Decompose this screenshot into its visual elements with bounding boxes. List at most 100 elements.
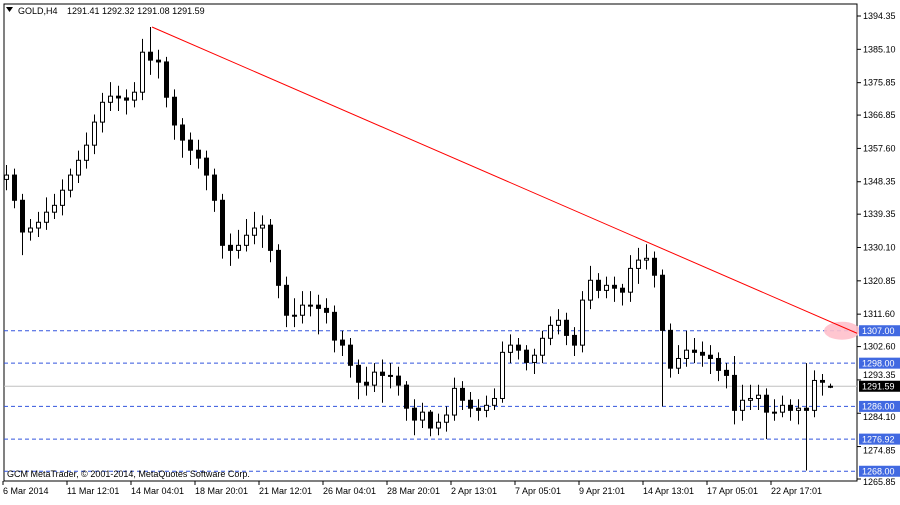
price-tick-label: 1357.60 [863, 143, 896, 153]
candle [52, 193, 57, 220]
candle [812, 370, 817, 418]
candle-body-bear [660, 274, 665, 331]
candle-body-bull [420, 411, 425, 421]
candle [828, 383, 833, 389]
candle-body-bear [820, 379, 825, 383]
candle-body-bear [476, 407, 481, 411]
candle-body-bull [644, 257, 649, 261]
candle-body-bear [276, 249, 281, 286]
price-tick-label: 1394.35 [863, 11, 896, 21]
candle-body-bull [444, 414, 449, 423]
candle [28, 219, 33, 241]
candle [628, 255, 633, 302]
level-label-bg [859, 325, 900, 337]
candle-body-bear [148, 51, 153, 61]
candle [252, 211, 257, 245]
candle [180, 118, 185, 158]
candle [124, 89, 129, 115]
date-tick-label: 14 Apr 13:01 [643, 486, 694, 496]
level-label: 1298.00 [862, 358, 895, 368]
plot-frame [3, 3, 858, 482]
date-tick-label: 17 Apr 05:01 [707, 486, 758, 496]
candle [796, 399, 801, 425]
candle-body-bear [220, 199, 225, 246]
candle [580, 291, 585, 353]
price-tick-label: 1265.85 [863, 477, 896, 487]
candle [316, 294, 321, 335]
candle [620, 283, 625, 306]
candle-body-bear [700, 351, 705, 356]
price-tick-label: 1339.35 [863, 209, 896, 219]
candle-body-bull [628, 267, 633, 293]
candle [164, 56, 169, 108]
candle [428, 410, 433, 437]
candle [508, 334, 513, 364]
candle [372, 363, 377, 392]
price-axis: 1394.35 1385.10 1375.85 1366.85 1357.60 1348.… [857, 11, 896, 487]
candle-body-bull [796, 407, 801, 411]
price-tick-label: 1366.85 [863, 110, 896, 120]
candle-body-bear [20, 199, 25, 233]
candle-body-bull [684, 349, 689, 359]
candle [20, 193, 25, 256]
ohlc-readout: 1291.41 1292.32 1291.08 1291.59 [67, 6, 205, 16]
candle-body-bull [500, 351, 505, 399]
highlight-marker [824, 321, 860, 340]
candle [100, 92, 105, 133]
level-label-bg [859, 433, 900, 445]
candle [260, 215, 265, 248]
candle-body-bear [412, 407, 417, 421]
candle [724, 363, 729, 389]
candle [364, 366, 369, 396]
candle [740, 384, 745, 421]
candle-body-bear [396, 375, 401, 386]
candle-body-bull [84, 144, 89, 161]
candle-body-bear [620, 287, 625, 293]
price-tick-label: 1302.60 [863, 342, 896, 352]
trendline-group[interactable] [151, 26, 858, 334]
triangle-down-icon[interactable] [6, 7, 13, 12]
time-axis: 6 Mar 2014 11 Mar 12:01 14 Mar 04:01 18 Mar… [2, 481, 822, 496]
date-tick-label: 7 Apr 05:01 [515, 486, 561, 496]
trendline [151, 26, 858, 334]
candle [148, 26, 153, 75]
candle [108, 82, 113, 111]
candle [732, 355, 737, 425]
candle [308, 291, 313, 317]
date-tick-label: 9 Apr 21:01 [579, 486, 625, 496]
price-tick-label: 1385.10 [863, 44, 896, 54]
candle-body-bear [724, 369, 729, 376]
candles [4, 26, 833, 471]
candle [84, 132, 89, 169]
candle-body-bull [76, 159, 81, 176]
level-label-bg [859, 400, 900, 412]
candle [340, 330, 345, 356]
candle [196, 139, 201, 169]
candle-body-bear [596, 279, 601, 291]
candle-body-bear [172, 96, 177, 126]
date-tick-label: 28 Mar 20:01 [387, 486, 440, 496]
current-price-label-bg [859, 380, 900, 392]
candle [780, 395, 785, 418]
candle-body-bull [484, 404, 489, 411]
candle [420, 402, 425, 429]
level-label: 1268.00 [862, 466, 895, 476]
candle [540, 330, 545, 364]
candle [324, 298, 329, 324]
level-label-bg [859, 465, 900, 477]
date-tick-label: 18 Mar 20:01 [195, 486, 248, 496]
level-label: 1286.00 [862, 402, 895, 412]
candle [76, 150, 81, 184]
candle-body-bull [300, 304, 305, 316]
candle-body-bull [492, 397, 497, 406]
candle [388, 363, 393, 389]
candle-body-bear [180, 124, 185, 141]
date-tick-label: 26 Mar 04:01 [323, 486, 376, 496]
price-tick-label: 1330.10 [863, 243, 896, 253]
date-tick-label: 2 Apr 13:01 [451, 486, 497, 496]
candle-body-bull [252, 227, 257, 236]
candle [300, 291, 305, 324]
candle [92, 114, 97, 155]
candle [60, 179, 65, 216]
